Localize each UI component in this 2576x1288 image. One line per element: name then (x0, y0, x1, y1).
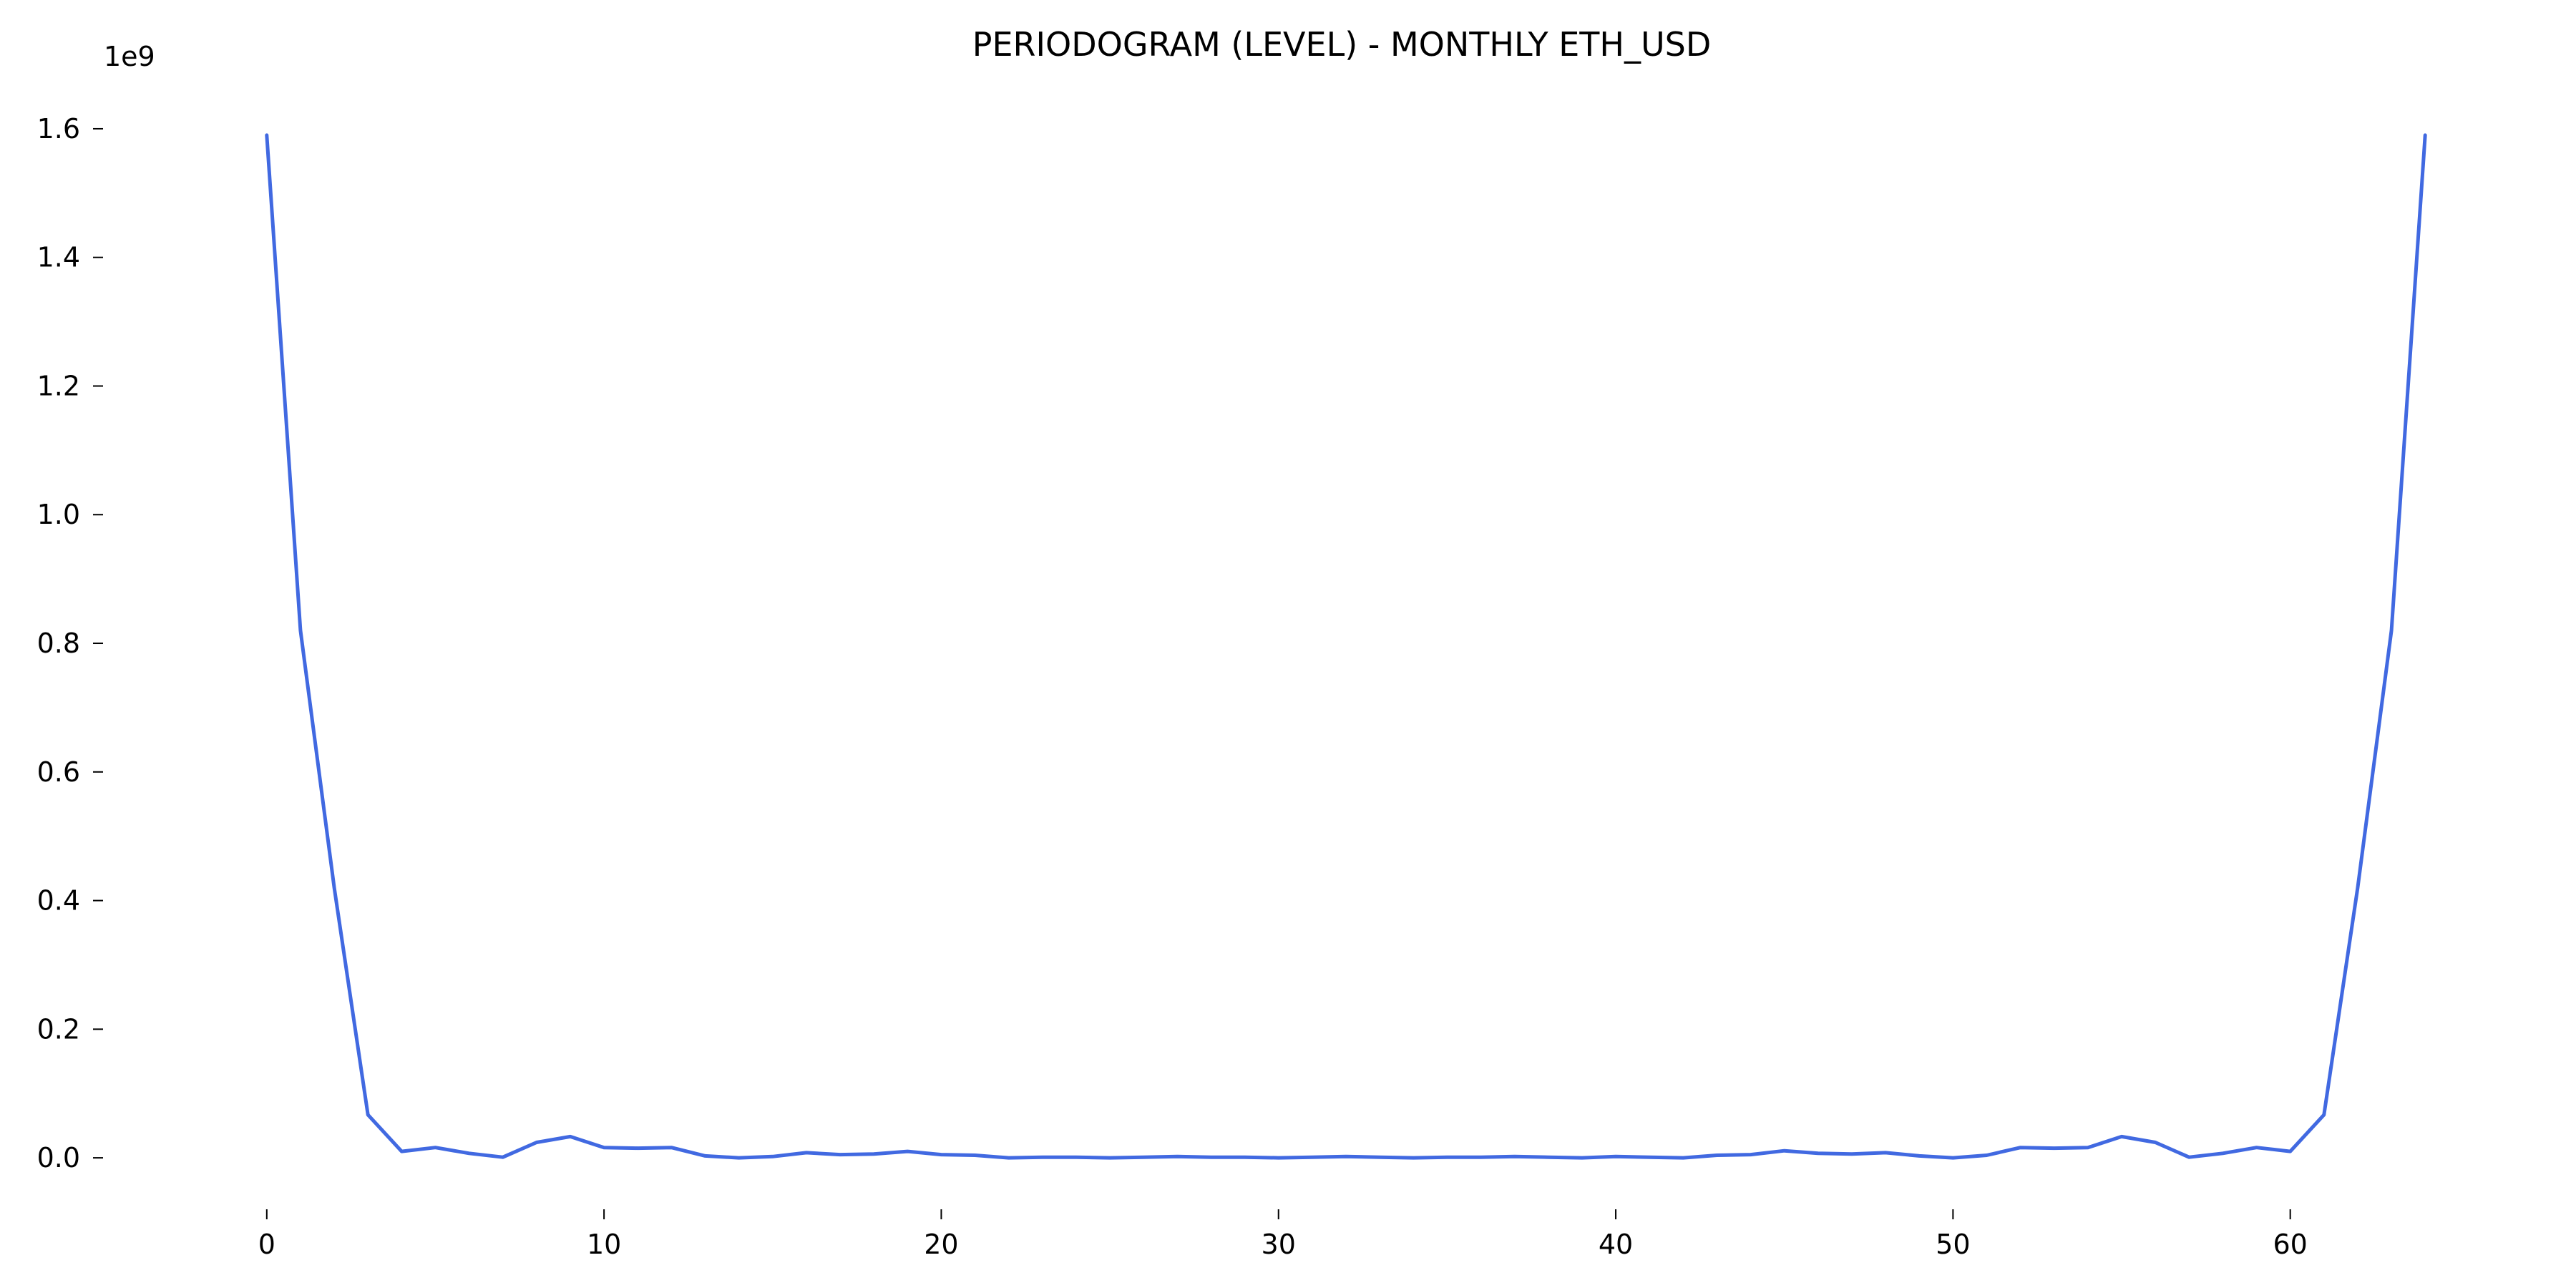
series-line (265, 133, 2427, 1160)
x-axis: 0 10 20 30 40 50 60 (258, 1209, 2308, 1260)
x-tick-label: 20 (924, 1229, 958, 1260)
y-tick-label: 0.0 (37, 1142, 80, 1174)
x-tick-label: 0 (258, 1229, 275, 1260)
x-tick-label: 30 (1262, 1229, 1296, 1260)
y-tick-label: 1.0 (37, 499, 80, 530)
x-tick-label: 40 (1599, 1229, 1633, 1260)
y-tick-label: 1.2 (37, 370, 80, 401)
y-axis-offset-label: 1e9 (104, 41, 155, 72)
series-group (265, 133, 2427, 1160)
y-tick-label: 0.6 (37, 756, 80, 788)
y-tick-label: 0.8 (37, 628, 80, 659)
chart-title: PERIODOGRAM (LEVEL) - MONTHLY ETH_USD (972, 25, 1712, 64)
x-tick-label: 50 (1936, 1229, 1970, 1260)
y-tick-label: 0.2 (37, 1013, 80, 1045)
x-tick-label: 10 (587, 1229, 621, 1260)
y-tick-label: 1.6 (37, 113, 80, 145)
x-tick-label: 60 (2273, 1229, 2307, 1260)
y-axis: 0.0 0.2 0.4 0.6 0.8 1.0 1.2 1.4 1.6 (37, 113, 103, 1174)
y-tick-label: 0.4 (37, 885, 80, 917)
y-tick-label: 1.4 (37, 242, 80, 273)
